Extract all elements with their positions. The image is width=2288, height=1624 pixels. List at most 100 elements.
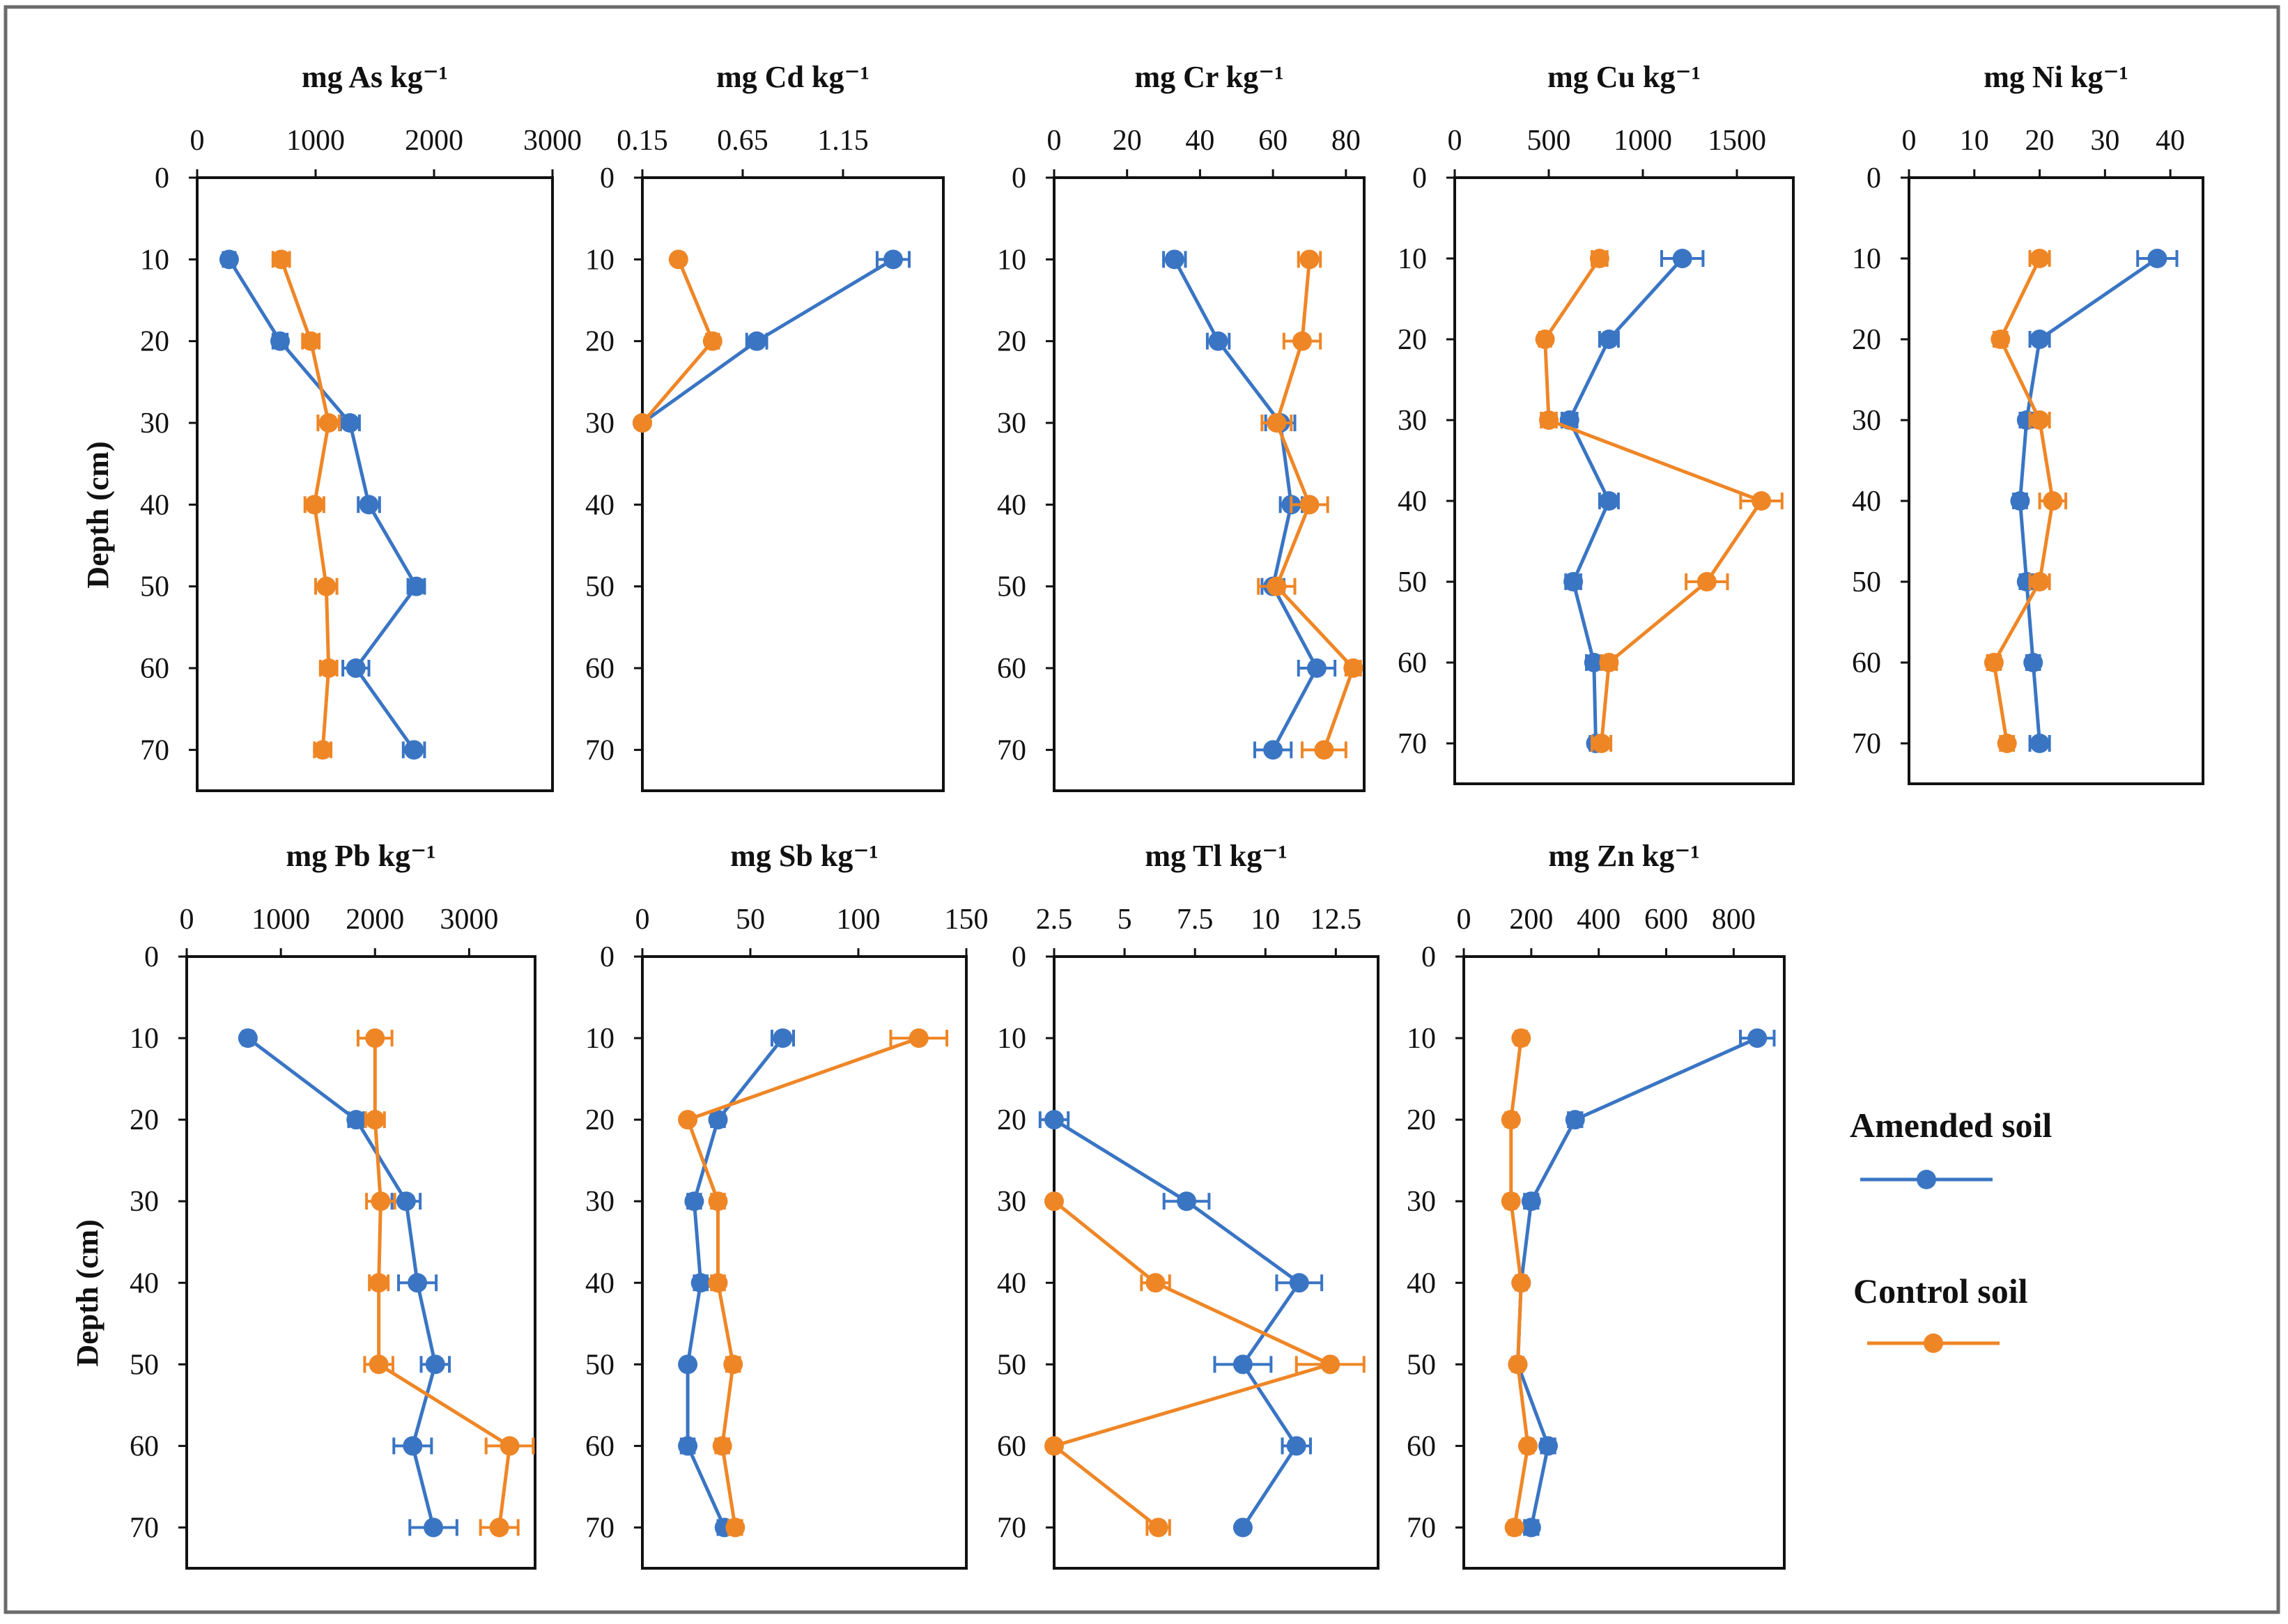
y-tick-label: 10 <box>1398 243 1427 275</box>
data-point <box>708 1110 728 1130</box>
y-tick-label: 60 <box>1398 647 1427 679</box>
x-tick-label: 200 <box>1509 904 1553 936</box>
data-point <box>712 1436 732 1456</box>
x-tick-label: 0 <box>1047 125 1062 157</box>
y-tick-label: 10 <box>130 1023 159 1055</box>
data-point <box>1521 1191 1541 1212</box>
x-tick-label: 2000 <box>346 904 404 936</box>
panel-title: mg Ni kg⁻¹ <box>1984 60 2128 94</box>
data-point <box>365 1028 385 1049</box>
x-tick-label: 0 <box>1448 125 1462 157</box>
data-point <box>1518 1436 1538 1456</box>
y-tick-label: 20 <box>130 1104 159 1136</box>
data-point <box>1044 1110 1064 1130</box>
y-tick-label: 50 <box>1398 566 1427 598</box>
y-axis-title: Depth (cm) <box>70 1219 105 1366</box>
data-point <box>1501 1110 1521 1130</box>
y-tick-label: 50 <box>585 1349 614 1381</box>
y-tick-label: 0 <box>144 941 159 973</box>
y-tick-label: 10 <box>1407 1023 1436 1055</box>
data-point <box>1208 331 1228 351</box>
x-tick-label: 0 <box>1902 125 1917 157</box>
y-tick-label: 30 <box>140 408 169 440</box>
data-point <box>1511 1028 1531 1049</box>
data-point <box>1752 491 1772 511</box>
data-point <box>668 249 688 270</box>
data-point <box>1267 576 1287 596</box>
y-tick-label: 70 <box>1407 1512 1436 1544</box>
data-point <box>1148 1517 1168 1538</box>
series-control <box>678 1028 949 1538</box>
y-tick-label: 70 <box>585 1512 614 1544</box>
panel-5: mg Ni kg⁻¹ 0 10 20 30 40 0 10 20 30 40 50 60 70 <box>1852 60 2204 785</box>
panel-title: mg Zn kg⁻¹ <box>1548 839 1699 873</box>
x-tick-label: 600 <box>1644 904 1688 936</box>
x-tick-label: 0 <box>190 125 205 157</box>
data-point <box>346 1110 366 1130</box>
y-tick-label: 40 <box>997 489 1026 521</box>
y-tick-label: 60 <box>130 1430 159 1462</box>
data-point <box>1563 572 1584 591</box>
y-tick-label: 50 <box>585 571 614 603</box>
y-tick-label: 20 <box>1407 1104 1436 1136</box>
data-point <box>1599 330 1619 349</box>
data-point <box>725 1517 745 1538</box>
y-tick-label: 20 <box>997 1104 1026 1136</box>
series-control <box>1501 1028 1538 1538</box>
y-tick-label: 30 <box>997 1186 1026 1218</box>
data-point <box>316 576 337 596</box>
data-point <box>313 740 333 760</box>
y-tick-label: 0 <box>1012 162 1026 194</box>
data-point <box>424 1517 444 1538</box>
data-point <box>2030 249 2050 268</box>
series-amended <box>238 1028 458 1538</box>
data-point <box>1267 413 1287 433</box>
data-point <box>219 249 239 270</box>
data-point <box>1538 1436 1559 1456</box>
panel-title: mg Pb kg⁻¹ <box>286 839 436 873</box>
data-point <box>1984 653 2004 672</box>
y-tick-label: 20 <box>1852 324 1881 356</box>
x-tick-label: 10 <box>1960 125 1989 157</box>
data-point <box>2030 410 2050 430</box>
data-point <box>1991 330 2011 349</box>
x-tick-label: 5 <box>1118 904 1132 936</box>
y-tick-label: 60 <box>997 653 1026 685</box>
data-point <box>747 331 767 351</box>
plot-frame <box>1053 176 1366 792</box>
panel-title: mg Cu kg⁻¹ <box>1547 60 1701 94</box>
x-tick-label: 3000 <box>440 904 498 936</box>
panel-title: mg Cr kg⁻¹ <box>1134 60 1283 94</box>
data-point <box>690 1273 711 1293</box>
data-point <box>371 1191 391 1212</box>
x-tick-label: 400 <box>1577 904 1621 936</box>
data-point <box>359 495 379 515</box>
data-point <box>270 331 290 351</box>
y-tick-label: 60 <box>585 653 614 685</box>
data-point <box>403 1436 423 1456</box>
y-tick-label: 20 <box>140 326 169 358</box>
panel-title: mg As kg⁻¹ <box>302 60 448 94</box>
data-point <box>1044 1436 1064 1456</box>
data-point <box>2147 249 2167 268</box>
legend-label-amended: Amended soil <box>1850 1106 2052 1145</box>
y-tick-label: 40 <box>130 1267 159 1299</box>
y-tick-label: 30 <box>997 408 1026 440</box>
data-point <box>1504 1517 1524 1538</box>
series-control <box>1535 249 1784 753</box>
x-tick-label: 0 <box>180 904 194 936</box>
chart-panels: mg As kg⁻¹0 1000 2000 3000010203040506070De… <box>70 60 2204 1570</box>
plot-frame <box>641 955 968 1570</box>
data-point <box>678 1436 698 1456</box>
series-line <box>1053 1118 1302 1529</box>
x-tick-label: 60 <box>1258 125 1288 157</box>
series-control <box>1044 1191 1366 1538</box>
y-tick-label: 40 <box>1398 486 1427 518</box>
x-tick-label: 1000 <box>286 125 345 157</box>
y-tick-label: 10 <box>997 1023 1026 1055</box>
data-point <box>2043 491 2063 511</box>
data-point <box>723 1354 743 1375</box>
x-tick-label: 800 <box>1712 904 1756 936</box>
x-tick-label: 100 <box>837 904 881 936</box>
